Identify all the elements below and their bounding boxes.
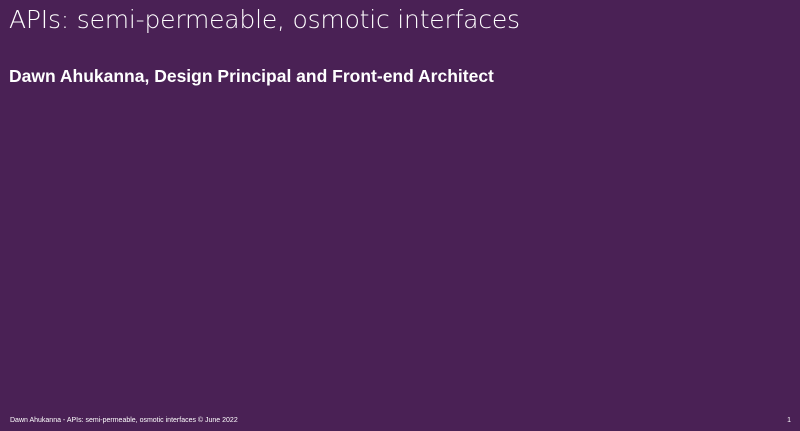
slide-subtitle: Dawn Ahukanna, Design Principal and Fron… bbox=[9, 66, 494, 86]
slide-title: APIs: semi-permeable, osmotic interfaces bbox=[9, 5, 520, 34]
slide-number: 1 bbox=[787, 417, 791, 424]
slide-footer: Dawn Ahukanna - APIs: semi-permeable, os… bbox=[10, 417, 238, 424]
